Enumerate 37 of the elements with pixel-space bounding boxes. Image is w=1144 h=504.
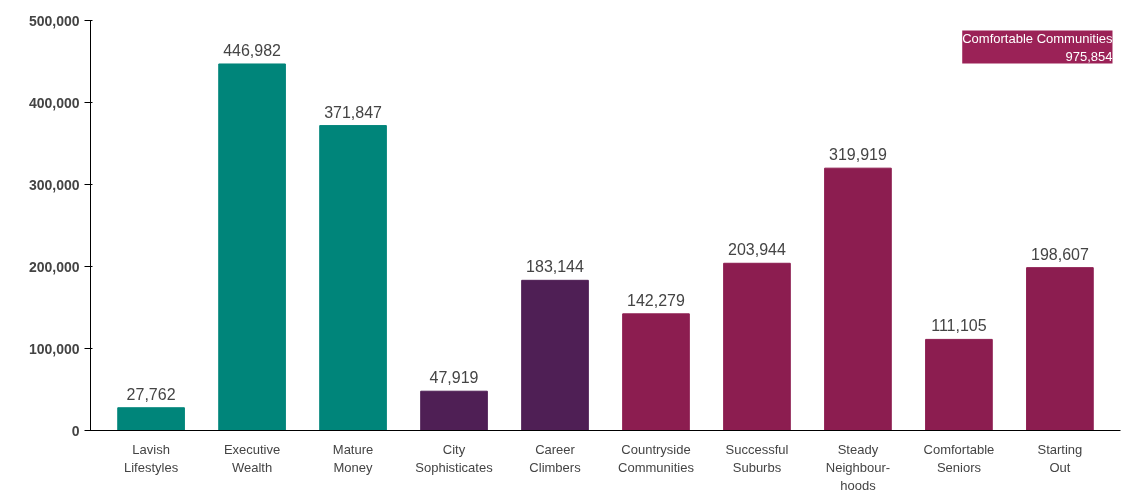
y-tick-label: 400,000 (28, 94, 80, 111)
x-tick-label: Lavish Lifestyles (123, 441, 179, 475)
data-label: 371,847 (324, 103, 383, 121)
x-tick-label: Steady Neighbour-hoods (825, 441, 891, 493)
bar (1026, 267, 1094, 431)
bar (521, 279, 589, 431)
y-tick-label: 500,000 (28, 12, 80, 29)
y-tick-label: 100,000 (28, 340, 80, 357)
x-tick-label: Countryside Communities (618, 441, 695, 475)
x-tick-label: Starting Out (1037, 441, 1083, 475)
data-label: 47,919 (429, 369, 479, 387)
x-tick-label: Mature Money (332, 441, 374, 475)
bar (218, 63, 286, 431)
data-label: 319,919 (829, 146, 887, 164)
x-tick-label: Successful Suburbs (725, 441, 789, 475)
y-tick-label: 200,000 (28, 258, 80, 275)
x-tick-label: Executive Wealth (223, 441, 281, 475)
data-label: 198,607 (1030, 245, 1089, 263)
x-tick-label: Career Climbers (529, 441, 582, 475)
y-tick-label: 0 (71, 422, 80, 439)
bar (420, 390, 488, 431)
bar (622, 313, 690, 431)
data-label: 142,279 (627, 291, 686, 309)
bar (723, 262, 791, 431)
bar (117, 407, 185, 431)
x-tick-label: City Sophisticates (415, 441, 494, 475)
annotation: Comfortable Communities 975,854 (962, 30, 1113, 64)
bar (824, 167, 892, 431)
x-tick-label: Comfortable Seniors (923, 441, 995, 475)
data-label: 111,105 (931, 317, 987, 335)
data-label: 203,944 (728, 241, 786, 259)
data-label: 27,762 (126, 385, 176, 403)
bar (319, 125, 387, 431)
bar (925, 338, 993, 431)
data-label: 446,982 (223, 41, 282, 59)
y-tick-label: 300,000 (28, 176, 80, 193)
data-label: 183,144 (526, 258, 585, 276)
